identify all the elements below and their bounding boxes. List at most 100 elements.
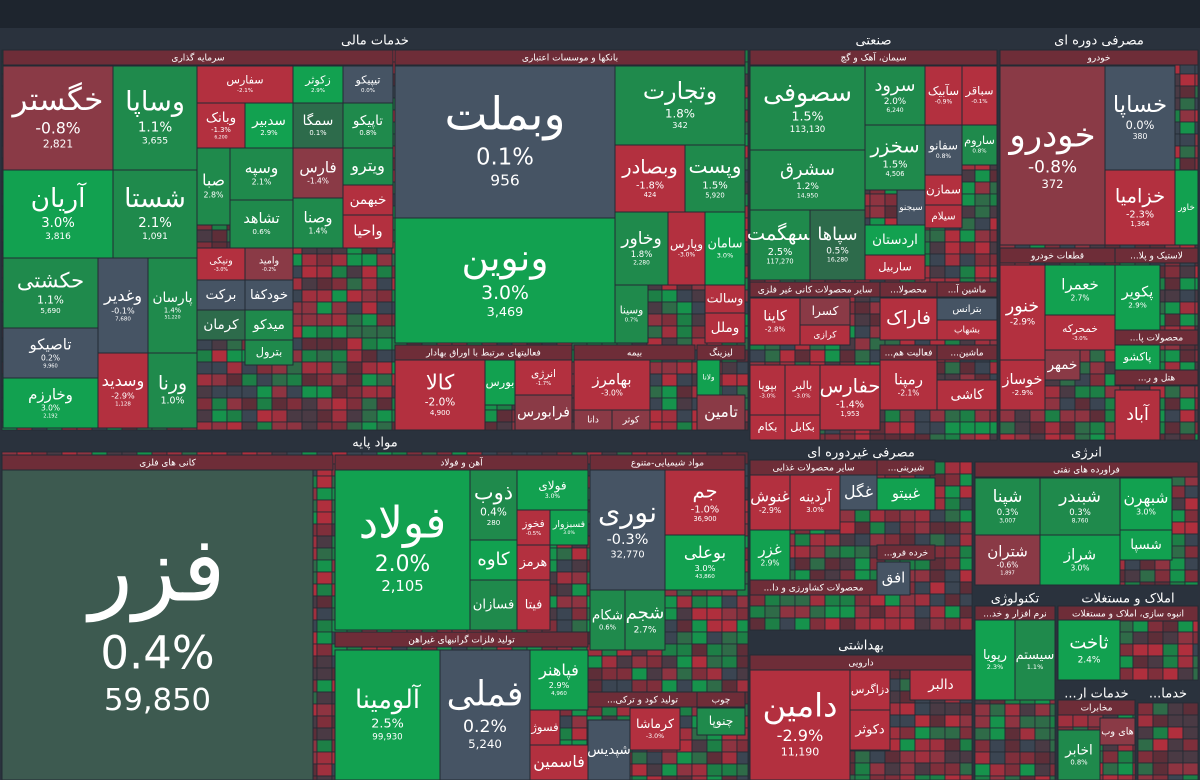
mosaic-cell <box>736 631 749 645</box>
mosaic-cell <box>706 763 723 777</box>
stock-name: واحیا <box>353 223 382 240</box>
mosaic-cell <box>1194 73 1199 87</box>
stock-volume: 51,220 <box>164 315 180 321</box>
mosaic-cell <box>959 617 973 631</box>
mosaic-cell <box>1184 509 1199 523</box>
stock-change: -3.0% <box>601 388 623 397</box>
mosaic-cell <box>586 655 603 669</box>
stock-name: وامید <box>259 256 279 267</box>
stock-change: 1.4% <box>164 306 182 314</box>
mosaic-cell <box>974 433 991 441</box>
mosaic-cell <box>1164 277 1181 291</box>
mosaic-cell <box>869 774 886 780</box>
group-title: سیمان، آهک و گچ <box>840 52 906 64</box>
stock-name: شجم <box>626 603 665 624</box>
mosaic-cell <box>316 655 333 669</box>
mosaic-cell <box>556 547 573 561</box>
mosaic-cell <box>316 349 333 363</box>
mosaic-cell <box>1179 397 1196 411</box>
stock-name: خساپا <box>1113 92 1167 118</box>
group-title: محصولات پا... <box>1130 334 1184 344</box>
mosaic-cell <box>999 409 1016 423</box>
mosaic-cell <box>944 533 961 547</box>
stock-tile[interactable] <box>112 65 198 171</box>
sector-title: مصرفی دوره ای <box>1054 34 1144 49</box>
stock-change: 3.0% <box>545 493 561 500</box>
stock-name: کالا <box>426 370 454 394</box>
stock-change: 1.5% <box>792 108 824 123</box>
stock-name: کاشی <box>950 387 984 403</box>
mosaic-cell <box>929 581 946 595</box>
stock-change: 1.5% <box>702 181 727 192</box>
mosaic-cell <box>331 301 348 315</box>
stock-change: -3.0% <box>794 394 810 400</box>
mosaic-cell <box>1029 421 1046 435</box>
stock-tile[interactable] <box>334 469 471 631</box>
mosaic-cell <box>706 775 723 780</box>
stock-name: غبیتو <box>891 486 920 502</box>
stock-name: فزر <box>85 517 225 622</box>
mosaic-cell <box>1194 277 1199 291</box>
stock-volume: 380 <box>1133 132 1148 141</box>
mosaic-cell <box>661 313 678 327</box>
stock-change: 0.6% <box>252 227 270 236</box>
stock-volume: 1,364 <box>1131 220 1150 228</box>
mosaic-cell <box>676 655 693 669</box>
group-title: تولید فلزات گرانبهای غیراهن <box>408 634 515 646</box>
mosaic-cell <box>1089 385 1106 399</box>
mosaic-cell <box>869 605 886 619</box>
mosaic-cell <box>914 509 931 523</box>
mosaic-cell <box>1194 289 1199 303</box>
mosaic-cell <box>974 241 991 255</box>
stock-volume: 6,240 <box>886 107 903 114</box>
stock-name: اردستان <box>872 232 918 248</box>
stock-name: وخاور <box>620 229 662 249</box>
mosaic-cell <box>1164 421 1181 435</box>
mosaic-cell <box>691 607 708 621</box>
stock-volume: 280 <box>487 518 501 527</box>
stock-tile[interactable] <box>1104 169 1176 246</box>
stock-name: شپنا <box>993 487 1023 507</box>
mosaic-cell <box>241 373 258 387</box>
mosaic-cell <box>959 409 976 423</box>
mosaic-cell <box>839 617 856 631</box>
stock-volume: 4,960 <box>551 691 567 697</box>
mosaic-cell <box>869 762 886 776</box>
mosaic-cell <box>1044 433 1061 441</box>
mosaic-cell <box>661 373 678 387</box>
mosaic-cell <box>691 739 708 753</box>
mosaic-cell <box>779 617 796 631</box>
sector-title: مواد پایه <box>352 436 397 451</box>
mosaic-cell <box>331 265 348 279</box>
mosaic-cell <box>316 487 333 501</box>
stock-tile[interactable] <box>439 649 531 780</box>
mosaic-cell <box>661 655 678 669</box>
mosaic-cell <box>1194 109 1199 123</box>
mosaic-cell <box>884 421 901 435</box>
mosaic-cell <box>959 433 976 441</box>
stock-tile[interactable] <box>589 469 666 591</box>
mosaic-cell <box>899 433 916 441</box>
stock-change: 3.0% <box>806 506 824 514</box>
mosaic-cell <box>1179 133 1196 147</box>
mosaic-cell <box>959 473 973 487</box>
stock-change: -3.0% <box>214 267 228 273</box>
stock-change: -2.0% <box>425 396 455 408</box>
mosaic-cell <box>211 229 228 243</box>
stock-tile[interactable] <box>334 649 441 780</box>
mosaic-cell <box>301 421 318 431</box>
mosaic-cell <box>944 421 961 435</box>
mosaic-cell <box>1184 533 1199 547</box>
mosaic-cell <box>854 509 871 523</box>
group-title: تولید کود و ترکی... <box>607 696 679 706</box>
stock-tile[interactable] <box>749 209 811 281</box>
mosaic-cell <box>1179 121 1196 135</box>
mosaic-cell <box>1179 157 1196 171</box>
mosaic-cell <box>839 605 856 619</box>
mosaic-cell <box>256 397 273 411</box>
mosaic-cell <box>959 253 976 267</box>
stock-change: 0.6% <box>599 623 616 631</box>
mosaic-cell <box>736 679 749 693</box>
mosaic-cell <box>1179 277 1196 291</box>
mosaic-cell <box>331 385 348 399</box>
